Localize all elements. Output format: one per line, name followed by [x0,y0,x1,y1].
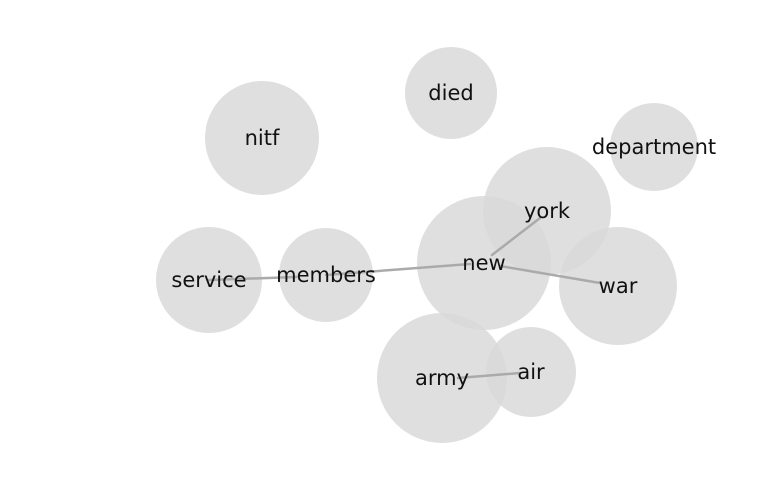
node-label-york: york [524,199,571,223]
node-circle-army [377,313,507,443]
node-circle-died [405,47,497,139]
labels-layer: died nitf department york new war service membe… [171,81,716,390]
edge-members-new [324,262,472,277]
edge-new-york [490,216,542,257]
node-label-war: war [599,274,638,298]
node-label-service: service [171,268,246,292]
node-circle-air [486,327,576,417]
node-circle-new [417,196,551,330]
node-circle-department [610,103,698,191]
node-label-new: new [462,251,505,275]
edges-layer [207,216,602,380]
node-circle-war [559,227,677,345]
node-label-air: air [517,360,545,384]
node-circle-nitf [205,81,319,195]
edge-army-air [456,371,522,380]
node-label-nitf: nitf [245,126,280,150]
node-label-members: members [276,263,376,287]
node-label-department: department [592,135,716,159]
edge-new-war [498,264,602,285]
node-label-army: army [415,366,469,390]
node-label-died: died [428,81,473,105]
edge-service-members [207,275,298,282]
